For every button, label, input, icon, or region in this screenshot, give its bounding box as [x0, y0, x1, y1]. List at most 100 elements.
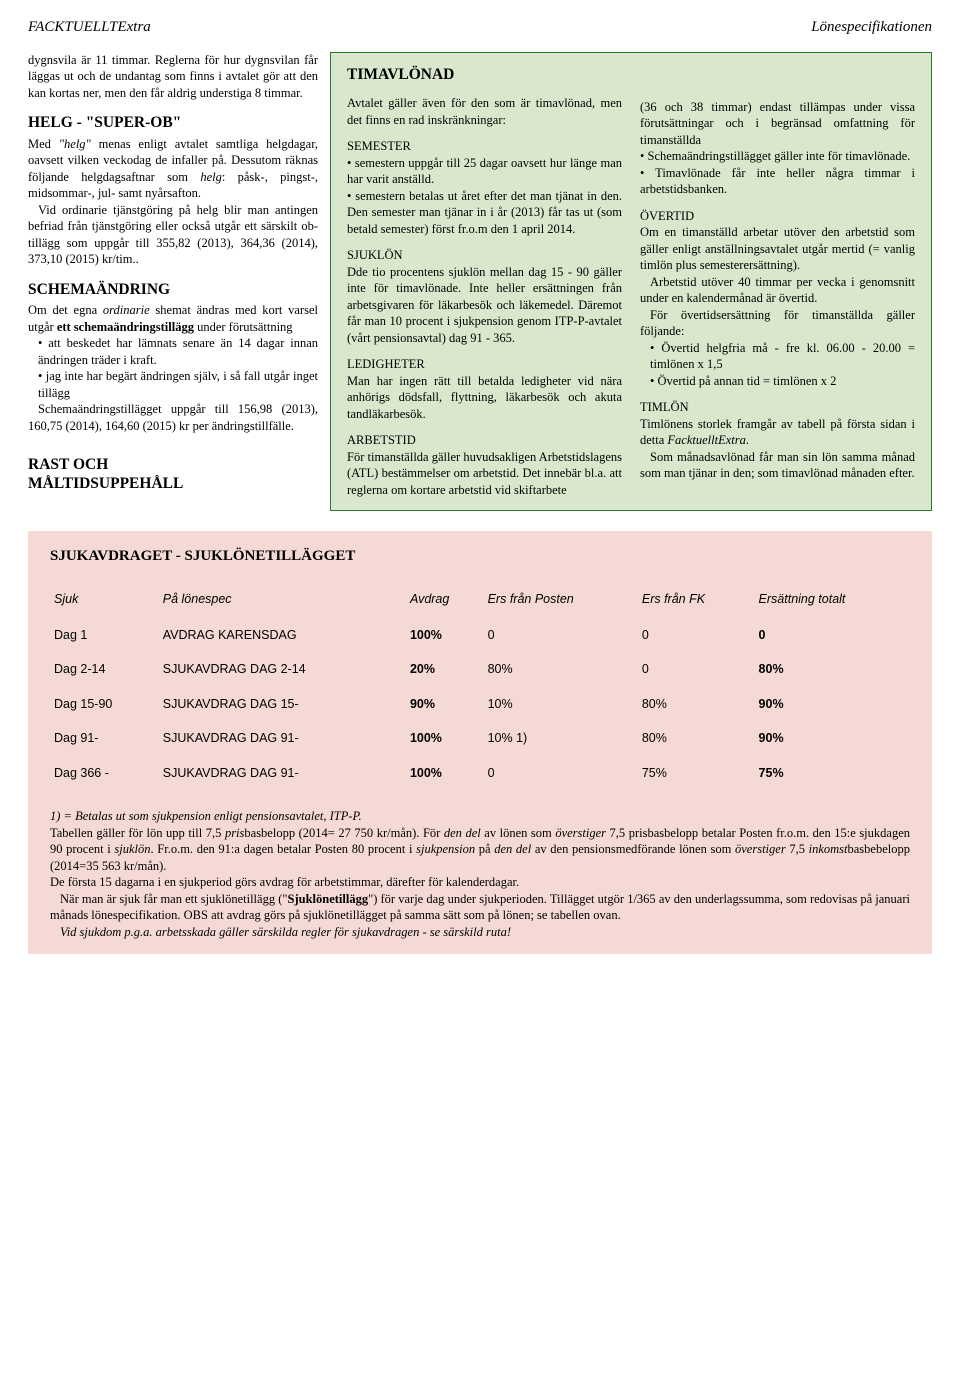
t: RAST OCH: [28, 456, 108, 473]
heading-rast: RAST OCH MÅLTIDSUPPEHÅLL: [28, 456, 318, 493]
gr-p1: (36 och 38 timmar) endast tillämpas unde…: [640, 99, 915, 149]
table-cell: 100%: [406, 721, 484, 756]
header-right: Lönespecifikationen: [811, 18, 932, 38]
heading-timlon: TIMLÖN: [640, 399, 915, 416]
table-cell: 80%: [638, 687, 755, 722]
table-row: Dag 91-SJUKAVDRAG DAG 91-100%10% 1)80%90…: [50, 721, 910, 756]
heading-arbetstid: ARBETSTID: [347, 432, 622, 449]
table-cell: 10% 1): [484, 721, 638, 756]
table-cell: SJUKAVDRAG DAG 2-14: [159, 652, 406, 687]
footnote-2: Tabellen gäller för lön upp till 7,5 pri…: [50, 825, 910, 875]
table-cell: 80%: [484, 652, 638, 687]
gl-p5: Man har ingen rätt till betalda ledighet…: [347, 373, 622, 423]
page-header: FACKTUELLTExtra Lönespecifikationen: [28, 18, 932, 38]
gr-p5: Arbetstid utöver 40 timmar per vecka i g…: [640, 274, 915, 307]
table-row: Dag 366 -SJUKAVDRAG DAG 91-100%075%75%: [50, 756, 910, 791]
table-cell: Dag 2-14: [50, 652, 159, 687]
left-p2: Med "helg" menas enligt avtalet samtliga…: [28, 136, 318, 202]
footnote-3: De första 15 dagarna i en sjukperiod gör…: [50, 874, 910, 891]
table-cell: 0: [755, 618, 910, 653]
table-cell: SJUKAVDRAG DAG 15-: [159, 687, 406, 722]
table-cell: 75%: [755, 756, 910, 791]
table-cell: 75%: [638, 756, 755, 791]
table-cell: 100%: [406, 756, 484, 791]
t: "helg": [59, 137, 91, 151]
table-cell: 90%: [755, 721, 910, 756]
th: Avdrag: [406, 585, 484, 618]
t: ordinarie: [103, 303, 150, 317]
table-cell: 10%: [484, 687, 638, 722]
t: under förutsättning: [194, 320, 293, 334]
gr-p9: Timlönens storlek framgår av tabell på f…: [640, 416, 915, 449]
heading-timavlonad: TIMAVLÖNAD: [347, 65, 622, 85]
left-column: dygnsvila är 11 timmar. Reglerna för hur…: [28, 52, 318, 511]
pink-title: SJUKAVDRAGET - SJUKLÖNETILLÄGGET: [50, 547, 910, 567]
table-cell: Dag 1: [50, 618, 159, 653]
table-cell: Dag 91-: [50, 721, 159, 756]
t: Om det egna: [28, 303, 103, 317]
gr-p10: Som månadsavlönad får man sin lön samma …: [640, 449, 915, 482]
heading-overtid: ÖVERTID: [640, 208, 915, 225]
table-header-row: Sjuk På lönespec Avdrag Ers från Posten …: [50, 585, 910, 618]
left-p3: Vid ordinarie tjänstgöring på helg blir …: [28, 202, 318, 268]
table-cell: 80%: [755, 652, 910, 687]
sjuk-table: Sjuk På lönespec Avdrag Ers från Posten …: [50, 585, 910, 790]
table-cell: AVDRAG KARENSDAG: [159, 618, 406, 653]
th: Sjuk: [50, 585, 159, 618]
th: På lönespec: [159, 585, 406, 618]
table-row: Dag 2-14SJUKAVDRAG DAG 2-1420%80%080%: [50, 652, 910, 687]
t: helg: [200, 170, 222, 184]
table-cell: SJUKAVDRAG DAG 91-: [159, 721, 406, 756]
left-b1: • att beskedet har lämnats senare än 14 …: [28, 335, 318, 368]
table-cell: SJUKAVDRAG DAG 91-: [159, 756, 406, 791]
green-box: TIMAVLÖNAD Avtalet gäller även för den s…: [330, 52, 932, 511]
green-col-right: (36 och 38 timmar) endast tillämpas unde…: [640, 65, 915, 498]
gl-p1: Avtalet gäller även för den som är timav…: [347, 95, 622, 128]
th: Ers från Posten: [484, 585, 638, 618]
gr-p6: För övertidsersättning för timanställda …: [640, 307, 915, 340]
table-cell: 80%: [638, 721, 755, 756]
heading-ledigheter: LEDIGHETER: [347, 356, 622, 373]
gl-p4: Dde tio procentens sjuklön mellan dag 15…: [347, 264, 622, 347]
header-left: FACKTUELLTExtra: [28, 18, 151, 38]
t: FacktuelltExtra: [667, 433, 745, 447]
gr-p2: • Schemaändringstillägget gäller inte fö…: [640, 148, 915, 165]
table-cell: Dag 15-90: [50, 687, 159, 722]
left-p5: Schemaändringstillägget uppgår till 156,…: [28, 401, 318, 434]
t: ett schemaändringstillägg: [57, 320, 194, 334]
gl-p3: • semestern betalas ut året efter det ma…: [347, 188, 622, 238]
heading-schema: SCHEMAÄNDRING: [28, 280, 318, 300]
gr-p7: • Övertid helgfria må - fre kl. 06.00 - …: [640, 340, 915, 373]
heading-sjuklon: SJUKLÖN: [347, 247, 622, 264]
table-row: Dag 1AVDRAG KARENSDAG100%000: [50, 618, 910, 653]
table-cell: 20%: [406, 652, 484, 687]
gr-p4: Om en timanställd arbetar utöver den arb…: [640, 224, 915, 274]
green-col-left: TIMAVLÖNAD Avtalet gäller även för den s…: [347, 65, 622, 498]
pink-box: SJUKAVDRAGET - SJUKLÖNETILLÄGGET Sjuk På…: [28, 531, 932, 954]
heading-semester: SEMESTER: [347, 138, 622, 155]
table-cell: 0: [638, 652, 755, 687]
table-cell: 100%: [406, 618, 484, 653]
t: .: [746, 433, 749, 447]
left-b2: • jag inte har begärt ändringen själv, i…: [28, 368, 318, 401]
table-cell: 0: [484, 756, 638, 791]
footnote-5: Vid sjukdom p.g.a. arbetsskada gäller sä…: [50, 924, 910, 941]
table-cell: Dag 366 -: [50, 756, 159, 791]
gl-p2: • semestern uppgår till 25 dagar oavsett…: [347, 155, 622, 188]
gr-p3: • Timavlönade får inte heller några timm…: [640, 165, 915, 198]
gl-p6: För timanställda gäller huvudsakligen Ar…: [347, 449, 622, 499]
table-cell: 0: [484, 618, 638, 653]
table-cell: 90%: [406, 687, 484, 722]
gr-p8: • Övertid på annan tid = timlönen x 2: [640, 373, 915, 390]
left-p4: Om det egna ordinarie shemat ändras med …: [28, 302, 318, 335]
t: Med: [28, 137, 59, 151]
left-p1: dygnsvila är 11 timmar. Reglerna för hur…: [28, 52, 318, 102]
t: MÅLTIDSUPPEHÅLL: [28, 475, 183, 492]
table-row: Dag 15-90SJUKAVDRAG DAG 15-90%10%80%90%: [50, 687, 910, 722]
footnote-4: När man är sjuk får man ett sjuklönetill…: [50, 891, 910, 924]
table-cell: 90%: [755, 687, 910, 722]
heading-helg: HELG - "SUPER-OB": [28, 113, 318, 133]
table-cell: 0: [638, 618, 755, 653]
pink-footer: 1) = Betalas ut som sjukpension enligt p…: [50, 808, 910, 940]
th: Ers från FK: [638, 585, 755, 618]
